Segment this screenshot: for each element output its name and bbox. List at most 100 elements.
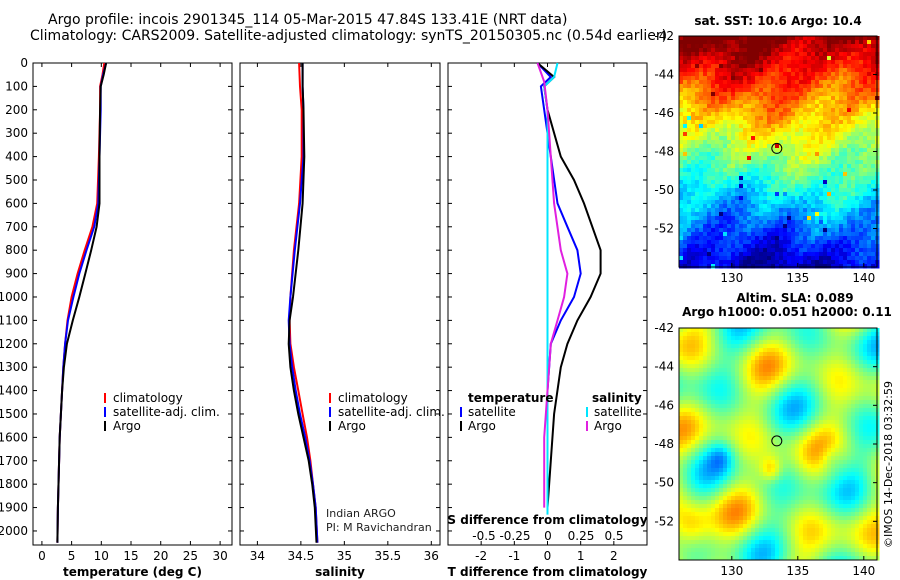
map-cell (703, 240, 708, 245)
map-cell (847, 348, 852, 353)
map-cell (867, 68, 872, 73)
map-cell (803, 368, 808, 373)
map-cell (763, 424, 768, 429)
map-cell (867, 356, 872, 361)
map-cell (703, 412, 708, 417)
map-cell (735, 388, 740, 393)
map-cell (791, 356, 796, 361)
map-cell (767, 260, 772, 265)
map-cell (815, 200, 820, 205)
map-cell (819, 456, 824, 461)
map-cell (779, 196, 784, 201)
map-cell (691, 412, 696, 417)
map-cell (735, 196, 740, 201)
map-cell (831, 196, 836, 201)
map-cell (803, 444, 808, 449)
map-cell (867, 340, 872, 345)
map-cell (851, 104, 856, 109)
map-cell (855, 224, 860, 229)
map-cell (859, 112, 864, 117)
map-cell (795, 336, 800, 341)
map-cell (691, 208, 696, 213)
map-cell (819, 400, 824, 405)
map-cell (723, 444, 728, 449)
map-cell (771, 392, 776, 397)
map-cell (815, 164, 820, 169)
map-cell (783, 388, 788, 393)
map-cell (835, 160, 840, 165)
map-cell (763, 116, 768, 121)
map-cell (731, 128, 736, 133)
map-cell (731, 72, 736, 77)
map-cell (759, 192, 764, 197)
map-cell (783, 72, 788, 77)
map-cell (839, 388, 844, 393)
map-cell (703, 128, 708, 133)
map-cell (823, 140, 828, 145)
map-cell (791, 180, 796, 185)
map-cell (747, 132, 752, 137)
map-cell (855, 136, 860, 141)
map-cell (711, 420, 716, 425)
map-cell (767, 360, 772, 365)
map-cell (723, 160, 728, 165)
map-cell (787, 68, 792, 73)
map-cell (759, 148, 764, 153)
map-cell (851, 124, 856, 129)
map-cell (779, 240, 784, 245)
map-cell (827, 184, 832, 189)
map-cell (867, 124, 872, 129)
map-cell (747, 220, 752, 225)
map-cell (867, 372, 872, 377)
map-cell (735, 468, 740, 473)
map-cell (863, 384, 868, 389)
map-cell (687, 148, 692, 153)
map-cell (795, 224, 800, 229)
map-cell (863, 172, 868, 177)
map-cell (739, 180, 744, 185)
map-cell (695, 264, 700, 269)
map-cell (871, 80, 876, 85)
map-cell (723, 256, 728, 261)
map-cell (763, 240, 768, 245)
map-cell (767, 184, 772, 189)
map-cell (831, 240, 836, 245)
map-cell (727, 376, 732, 381)
map-cell (867, 264, 872, 269)
map-cell (807, 60, 812, 65)
map-cell (815, 148, 820, 153)
map-cell (699, 372, 704, 377)
map-cell (863, 80, 868, 85)
map-cell (843, 136, 848, 141)
map-cell (799, 344, 804, 349)
map-cell (767, 408, 772, 413)
map-cell (827, 44, 832, 49)
map-cell (787, 128, 792, 133)
map-cell (795, 420, 800, 425)
map-cell (867, 412, 872, 417)
map-cell (839, 412, 844, 417)
map-cell (815, 104, 820, 109)
map-cell (743, 232, 748, 237)
map-cell (683, 40, 688, 45)
map-cell (679, 168, 684, 173)
map-cell (827, 244, 832, 249)
map-cell (679, 80, 684, 85)
map-cell (759, 176, 764, 181)
map-cell (695, 80, 700, 85)
map-cell (703, 360, 708, 365)
map-cell (687, 376, 692, 381)
map-cell (727, 80, 732, 85)
map-cell (855, 180, 860, 185)
map-cell (715, 432, 720, 437)
map-cell (699, 188, 704, 193)
map-cell (691, 168, 696, 173)
map-cell (855, 196, 860, 201)
map-cell (699, 252, 704, 257)
map-cell (775, 428, 780, 433)
map-cell (723, 128, 728, 133)
map-cell (683, 104, 688, 109)
map-cell (723, 80, 728, 85)
map-cell (683, 196, 688, 201)
map-cell (771, 72, 776, 77)
